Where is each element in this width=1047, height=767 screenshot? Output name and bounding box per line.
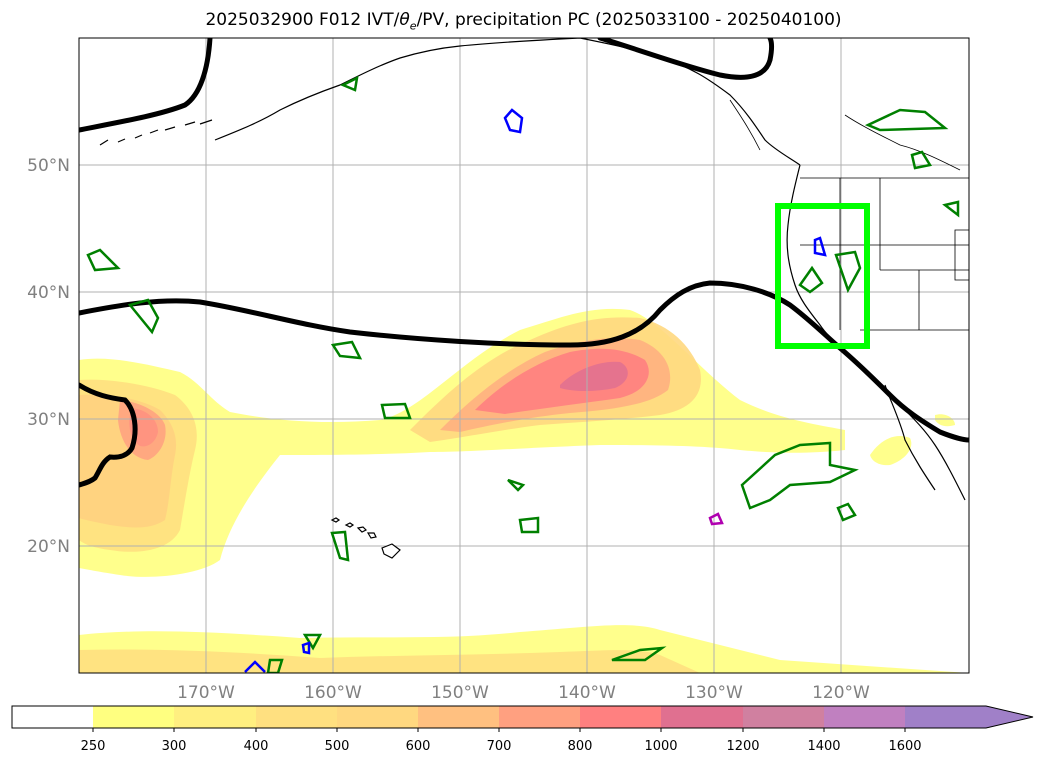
map-frame <box>78 37 970 674</box>
colorbar-segment <box>661 706 743 728</box>
colorbar-outline <box>11 705 1034 729</box>
colorbar-label: 600 <box>406 739 431 754</box>
pv-contour-11 <box>942 200 960 218</box>
pv-contours <box>86 75 960 673</box>
pv-contour-12 <box>798 265 824 294</box>
colorbar-segment <box>93 706 174 728</box>
lat-label: 20°N <box>27 537 70 557</box>
colorbar-segment <box>499 706 580 728</box>
colorbar-label: 800 <box>568 739 593 754</box>
ivt-1000-center <box>560 361 628 391</box>
lon-label: 120°W <box>812 683 870 703</box>
theta-e-contour-main <box>79 280 969 443</box>
pv-contour-6 <box>518 516 540 534</box>
colorbar-segment <box>905 706 986 728</box>
precip-contour-2 <box>813 236 827 257</box>
precip-contour-5 <box>708 512 724 526</box>
coastline-canada-mainland <box>729 99 961 171</box>
longitude-labels: 170°W 160°W 150°W 140°W 130°W 120°W <box>177 683 870 703</box>
graticule <box>79 38 969 673</box>
colorbar-segment <box>12 706 93 728</box>
colorbar-label: 1000 <box>644 739 677 754</box>
pv-contour-1 <box>86 248 121 272</box>
pv-contour-14 <box>611 646 667 662</box>
pv-contour-10 <box>910 150 933 170</box>
pv-contour-2 <box>127 298 160 335</box>
colorbar-label: 1200 <box>726 739 759 754</box>
coastline-aleutians <box>99 119 213 146</box>
title-theta-sub: e <box>409 19 417 33</box>
theta-e-contour-north-2 <box>597 38 774 80</box>
pv-contour-7 <box>740 441 859 510</box>
pv-contour-15 <box>339 75 359 92</box>
lon-label: 170°W <box>177 683 235 703</box>
colorbar-extend-arrow <box>986 706 1033 728</box>
precip-contour-3 <box>301 641 311 655</box>
region-highlight-box <box>775 203 870 349</box>
precip-contour-4 <box>244 660 266 673</box>
hawaii-islands <box>330 517 401 559</box>
map-title: 2025032900 F012 IVT/θe/PV, precipitation… <box>0 10 1047 32</box>
pv-contour-5 <box>330 530 350 562</box>
colorbar-segment <box>580 706 661 728</box>
colorbar-label: 700 <box>487 739 512 754</box>
pv-contour-17 <box>302 633 323 651</box>
precip-contours <box>244 108 827 673</box>
ivt-250-patch-coast <box>935 414 955 427</box>
pv-contour-8 <box>836 502 857 522</box>
coastline-mexico-west <box>884 384 936 491</box>
colorbar-segment <box>418 706 499 728</box>
theta-e-contour-west <box>79 382 138 488</box>
colorbar-label: 400 <box>244 739 269 754</box>
colorbar-segment <box>174 706 256 728</box>
colorbar-segment <box>337 706 418 728</box>
lon-label: 140°W <box>558 683 616 703</box>
latitude-labels: 50°N 40°N 30°N 20°N <box>27 156 70 557</box>
title-suffix: /PV, precipitation PC (2025033100 - 2025… <box>416 10 842 30</box>
colorbar-segment <box>256 706 337 728</box>
pv-contour-13 <box>834 250 862 294</box>
ivt-300-band-south <box>79 649 700 673</box>
colorbar-ticks <box>92 728 906 732</box>
ivt-filled-contours <box>79 308 969 673</box>
colorbar-label: 500 <box>325 739 350 754</box>
title-prefix: 2025032900 F012 IVT/ <box>205 10 400 30</box>
pv-contour-16 <box>266 658 284 673</box>
colorbar-label: 1600 <box>888 739 921 754</box>
colorbar: 250 300 400 500 600 700 800 1000 1200 14… <box>11 705 1034 754</box>
lat-label: 30°N <box>27 410 70 430</box>
colorbar-label: 1400 <box>807 739 840 754</box>
theta-e-contours <box>79 38 969 488</box>
precip-contour-1 <box>503 108 524 134</box>
map-plot-area <box>79 38 969 673</box>
title-theta: θ <box>399 10 410 30</box>
ivt-250-patch-east <box>870 435 912 466</box>
lat-label: 50°N <box>27 156 70 176</box>
pv-contour-3 <box>330 340 363 360</box>
coastline-alaska <box>214 38 801 166</box>
pv-contour-4 <box>380 402 412 420</box>
lon-label: 130°W <box>685 683 743 703</box>
theta-e-contour-north-1 <box>79 38 213 133</box>
lon-label: 150°W <box>431 683 489 703</box>
colorbar-segment <box>743 706 824 728</box>
lon-label: 160°W <box>304 683 362 703</box>
pv-contour-9 <box>864 108 949 132</box>
colorbar-label: 250 <box>81 739 106 754</box>
colorbar-segment <box>824 706 905 728</box>
lat-label: 40°N <box>27 283 70 303</box>
colorbar-label: 300 <box>162 739 187 754</box>
pv-contour-18 <box>507 478 526 492</box>
